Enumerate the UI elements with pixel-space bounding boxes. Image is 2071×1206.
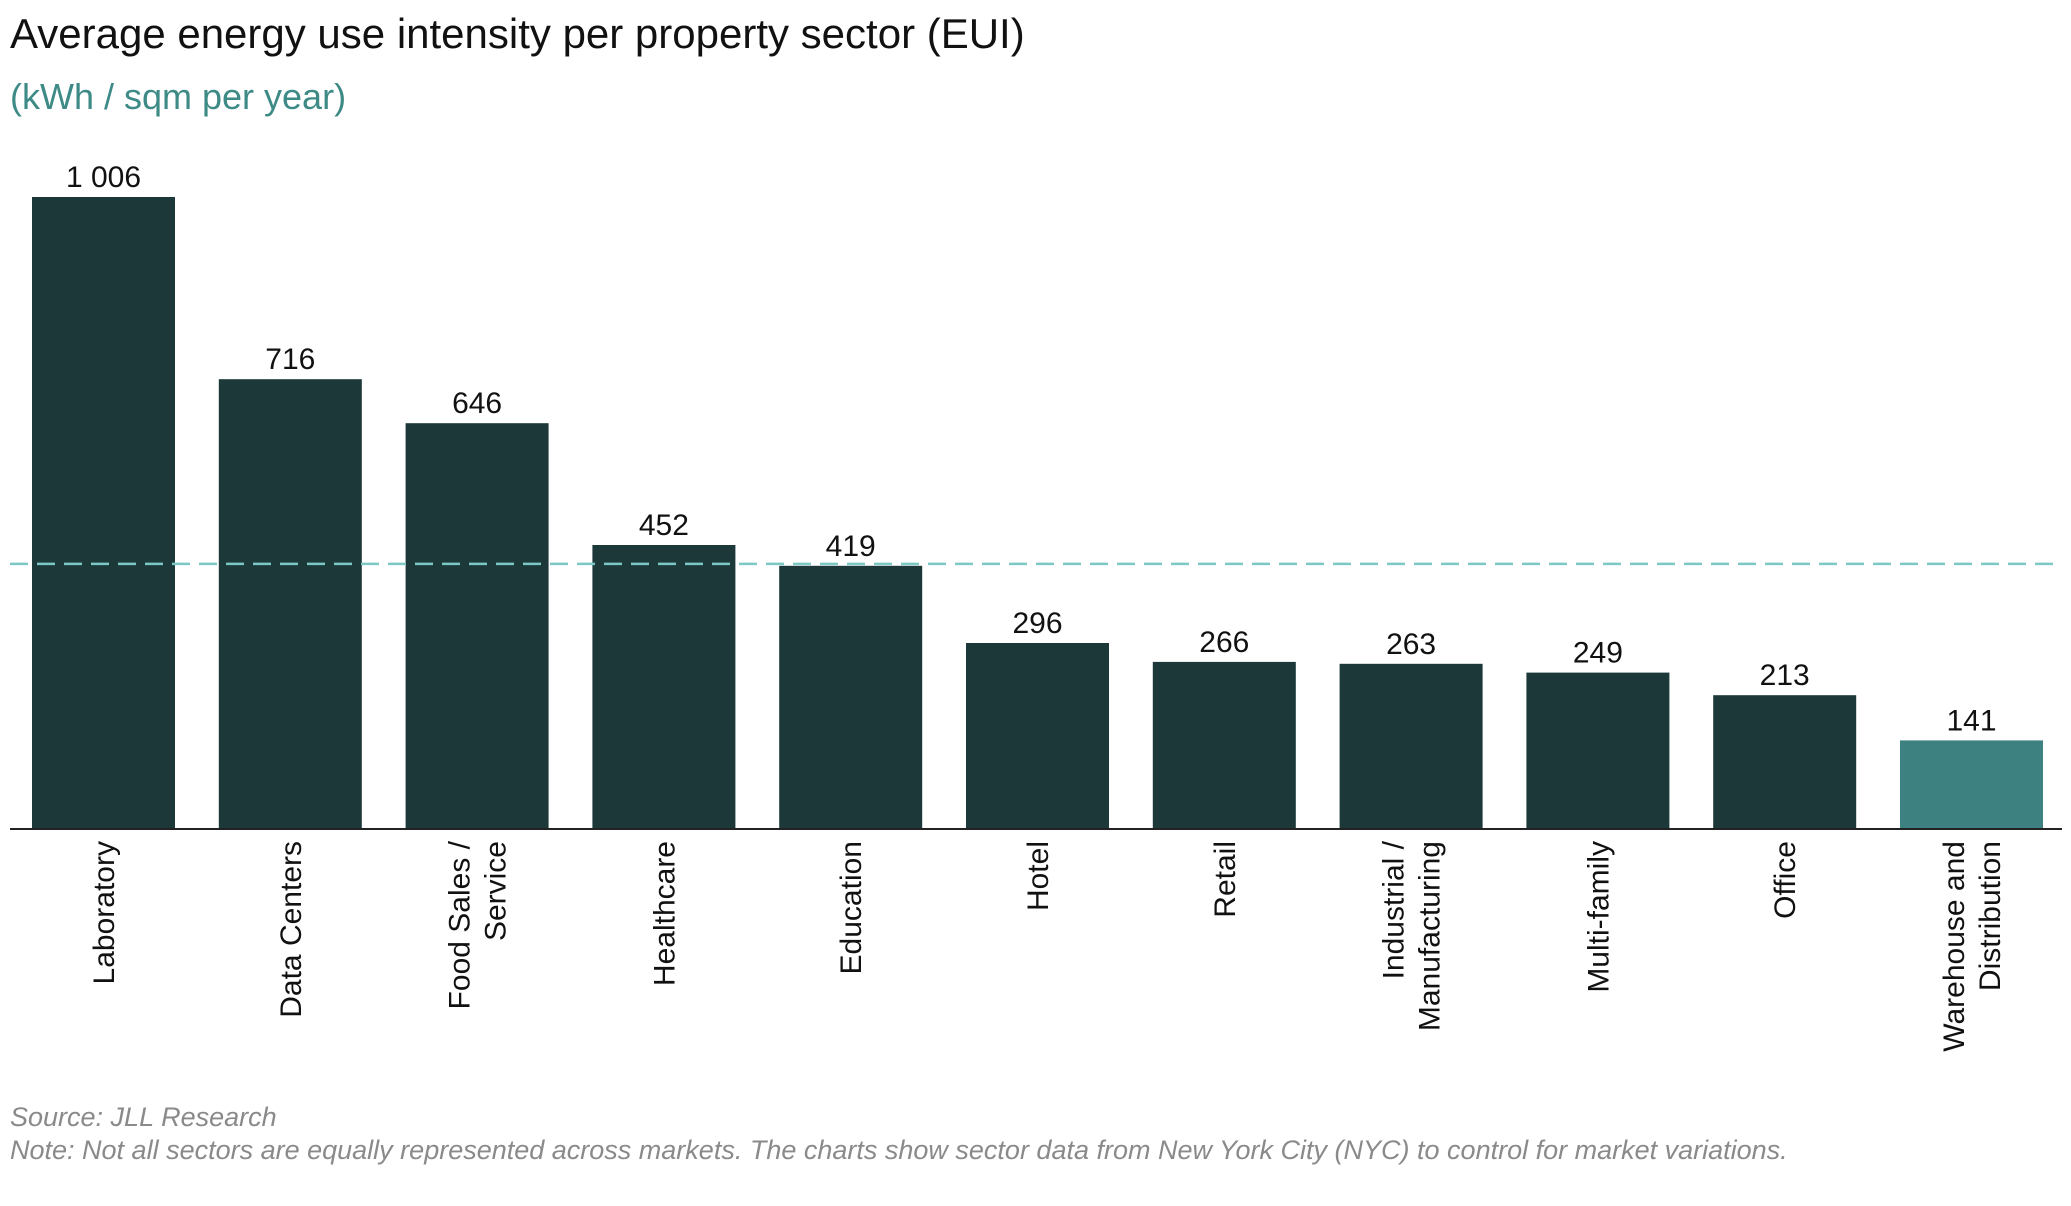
category-label-education: Education bbox=[835, 841, 868, 974]
category-label-line: Education bbox=[835, 841, 868, 974]
bar-education bbox=[779, 565, 923, 829]
bar-industrial-manufacturing bbox=[1339, 663, 1483, 829]
chart-title: Average energy use intensity per propert… bbox=[10, 10, 1025, 57]
category-label-line: Healthcare bbox=[648, 841, 681, 986]
value-label-education: 419 bbox=[826, 530, 876, 563]
bar-laboratory bbox=[32, 197, 175, 829]
category-label-hotel: Hotel bbox=[1022, 841, 1055, 911]
bar-office bbox=[1713, 695, 1857, 829]
bar-warehouse-and-distribution bbox=[1900, 740, 2043, 829]
category-label-line: Service bbox=[480, 841, 513, 941]
bars-layer bbox=[32, 197, 2043, 829]
value-label-healthcare: 452 bbox=[639, 509, 689, 542]
value-label-hotel: 296 bbox=[1012, 607, 1062, 640]
category-label-retail: Retail bbox=[1209, 841, 1242, 918]
category-label-warehouse-and-distribution: Warehouse and Distribution bbox=[1938, 841, 2007, 1052]
bar-data-centers bbox=[218, 379, 362, 829]
value-label-retail: 266 bbox=[1199, 626, 1249, 659]
category-label-line: Retail bbox=[1209, 841, 1242, 918]
category-label-data-centers: Data Centers bbox=[275, 841, 308, 1018]
bar-food-sales-service bbox=[405, 423, 549, 829]
category-label-line: Multi-family bbox=[1582, 841, 1615, 993]
category-label-healthcare: Healthcare bbox=[648, 841, 681, 986]
value-label-food-sales-service: 646 bbox=[452, 387, 502, 420]
category-label-multi-family: Multi-family bbox=[1582, 841, 1615, 993]
value-label-multi-family: 249 bbox=[1573, 637, 1623, 670]
value-labels-layer: 1 006 716 646 452 419 296 266 263 249 213 141 bbox=[66, 161, 1997, 737]
category-label-line: Hotel bbox=[1022, 841, 1055, 911]
bar-multi-family bbox=[1526, 672, 1670, 829]
category-label-laboratory: Laboratory bbox=[88, 841, 121, 984]
category-label-line: Laboratory bbox=[88, 841, 121, 984]
bar-retail bbox=[1152, 661, 1296, 829]
category-label-office: Office bbox=[1769, 841, 1802, 919]
source-note: Source: JLL Research bbox=[10, 1102, 277, 1132]
bar-hotel bbox=[966, 643, 1109, 829]
value-label-data-centers: 716 bbox=[265, 343, 315, 376]
value-label-warehouse-and-distribution: 141 bbox=[1946, 704, 1996, 737]
category-label-line: Manufacturing bbox=[1414, 841, 1447, 1031]
footnote: Note: Not all sectors are equally repres… bbox=[10, 1135, 1788, 1165]
category-label-line: Warehouse and bbox=[1938, 841, 1971, 1052]
chart-subtitle: (kWh / sqm per year) bbox=[10, 76, 347, 117]
category-label-line: Data Centers bbox=[275, 841, 308, 1018]
category-label-food-sales-service: Food Sales / Service bbox=[444, 840, 513, 1009]
category-label-line: Food Sales / bbox=[444, 840, 477, 1009]
bar-healthcare bbox=[592, 545, 736, 829]
value-label-office: 213 bbox=[1760, 659, 1810, 692]
category-label-line: Office bbox=[1769, 841, 1802, 919]
category-label-industrial-manufacturing: Industrial / Manufacturing bbox=[1378, 840, 1447, 1031]
value-label-industrial-manufacturing: 263 bbox=[1386, 628, 1436, 661]
category-labels-layer: Laboratory Data Centers Food Sales / Servic… bbox=[88, 840, 2007, 1051]
category-label-line: Distribution bbox=[1974, 841, 2007, 991]
value-label-laboratory: 1 006 bbox=[66, 161, 141, 194]
category-label-line: Industrial / bbox=[1378, 840, 1411, 979]
